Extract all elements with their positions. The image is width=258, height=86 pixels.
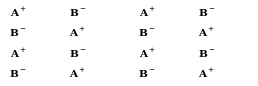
- Text: A$^+$: A$^+$: [69, 67, 86, 80]
- Text: A$^+$: A$^+$: [198, 67, 215, 80]
- Text: B$^-$: B$^-$: [9, 27, 27, 38]
- Text: B$^-$: B$^-$: [198, 48, 215, 59]
- Text: B$^-$: B$^-$: [138, 27, 156, 38]
- Text: B$^-$: B$^-$: [69, 48, 86, 59]
- Text: A$^+$: A$^+$: [69, 26, 86, 39]
- Text: A$^+$: A$^+$: [139, 47, 156, 60]
- Text: A$^+$: A$^+$: [198, 26, 215, 39]
- Text: A$^+$: A$^+$: [10, 47, 27, 60]
- Text: B$^-$: B$^-$: [198, 7, 215, 18]
- Text: B$^-$: B$^-$: [9, 68, 27, 79]
- Text: A$^+$: A$^+$: [10, 6, 27, 19]
- Text: B$^-$: B$^-$: [69, 7, 86, 18]
- Text: A$^+$: A$^+$: [139, 6, 156, 19]
- Text: B$^-$: B$^-$: [138, 68, 156, 79]
